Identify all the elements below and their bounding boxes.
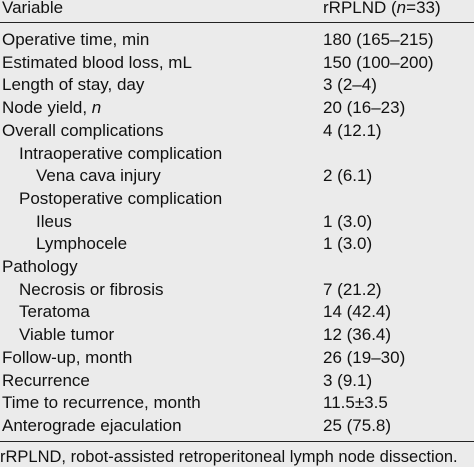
header-italic: n	[396, 0, 407, 17]
label-text: Node yield,	[2, 98, 92, 118]
header-group: rRPLND (n=33)	[323, 0, 441, 18]
row-label: Postoperative complication	[19, 189, 222, 209]
row-value: 12 (36.4)	[323, 325, 392, 345]
row-label: Lymphocele	[36, 234, 127, 254]
row-value: 180 (165–215)	[323, 30, 434, 49]
row-value: 11.5±3.5	[323, 393, 388, 413]
header-text: =33)	[406, 0, 441, 17]
label-text: Overall complications	[2, 120, 164, 140]
row-label: Node yield, n	[2, 98, 101, 118]
label-text: Ileus	[36, 211, 72, 231]
row-label: Overall complications	[2, 121, 164, 141]
row-label: Follow-up, month	[2, 348, 132, 368]
label-text: Recurrence	[2, 370, 90, 390]
label-text: Teratoma	[19, 302, 90, 322]
row-label: Intraoperative complication	[19, 144, 222, 164]
row-value: 1 (3.0)	[323, 211, 373, 231]
label-text: Time to recurrence, month	[2, 393, 201, 413]
row-label: Recurrence	[2, 371, 90, 391]
row-label: Ileus	[36, 212, 72, 232]
label-text: Lymphocele	[36, 234, 128, 254]
row-value: 7 (21.2)	[323, 279, 382, 299]
label-text: Pathology	[2, 257, 78, 276]
row-value: 1 (3.0)	[323, 234, 373, 254]
label-text: Estimated blood loss, mL	[2, 52, 192, 72]
label-text: Intraoperative complication	[19, 143, 223, 163]
row-label: Anterograde ejaculation	[2, 416, 182, 436]
row-label: Length of stay, day	[2, 75, 144, 95]
label-text: Necrosis or fibrosis	[19, 279, 164, 299]
row-value: 3 (9.1)	[323, 370, 373, 390]
row-value: 26 (19–30)	[323, 347, 406, 367]
header-text: rRPLND (	[323, 0, 397, 17]
row-label: Teratoma	[19, 302, 90, 322]
bottom-rule	[0, 441, 474, 442]
row-label: Estimated blood loss, mL	[2, 53, 192, 73]
row-label: Viable tumor	[19, 325, 114, 345]
row-value: 2 (6.1)	[323, 166, 373, 186]
label-text: Anterograde ejaculation	[2, 415, 182, 435]
label-text: Viable tumor	[19, 325, 115, 345]
row-value: 20 (16–23)	[323, 98, 406, 118]
row-value: 4 (12.1)	[323, 120, 382, 140]
row-label: Operative time, min	[2, 30, 149, 50]
row-value: 25 (75.8)	[323, 415, 392, 435]
row-value: 3 (2–4)	[323, 75, 377, 95]
header-variable: Variable	[2, 0, 64, 17]
row-value: 14 (42.4)	[323, 302, 392, 322]
label-text: Operative time, min	[2, 30, 150, 49]
footnote: rRPLND, robot-assisted retroperitoneal l…	[0, 448, 458, 466]
row-label: Time to recurrence, month	[2, 393, 201, 413]
label-italic: n	[91, 98, 102, 118]
row-label: Pathology	[2, 257, 78, 277]
row-value: 150 (100–200)	[323, 52, 434, 72]
label-text: Length of stay, day	[2, 75, 145, 95]
header-rule	[0, 22, 474, 23]
label-text: Postoperative complication	[19, 188, 223, 208]
label-text: Vena cava injury	[36, 166, 161, 186]
row-label: Necrosis or fibrosis	[19, 280, 164, 300]
label-text: Follow-up, month	[2, 347, 133, 367]
row-label: Vena cava injury	[36, 166, 161, 186]
